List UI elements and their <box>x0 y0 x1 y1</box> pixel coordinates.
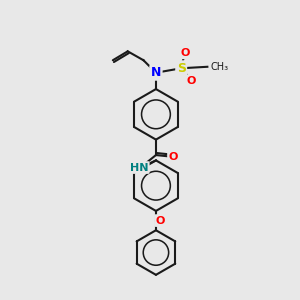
Text: HN: HN <box>130 163 148 172</box>
Text: O: O <box>180 48 190 58</box>
Text: O: O <box>156 216 165 226</box>
Text: N: N <box>151 66 161 79</box>
Text: O: O <box>169 152 178 161</box>
Text: O: O <box>187 76 196 86</box>
Text: S: S <box>177 62 186 75</box>
Text: CH₃: CH₃ <box>211 62 229 72</box>
